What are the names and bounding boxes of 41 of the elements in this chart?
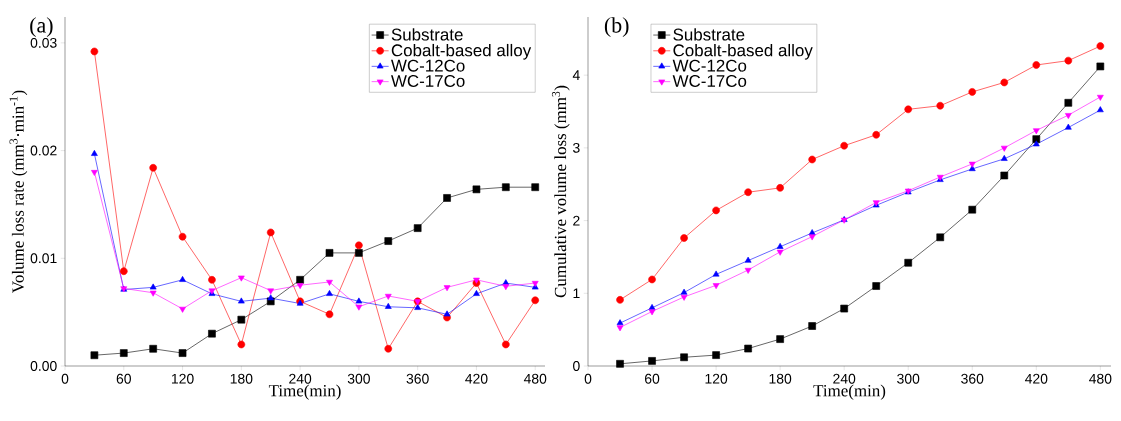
text: (a) — [30, 17, 53, 38]
legend-label: Substrate — [673, 28, 745, 41]
y-tick-label: 1 — [573, 288, 580, 299]
y-tick-label: 0.00 — [30, 361, 57, 371]
x-tick-label: 240 — [289, 373, 312, 384]
x-tick-label: 360 — [406, 373, 429, 384]
x-tick-label: 0 — [584, 373, 592, 384]
y-tick-label: 0.02 — [30, 145, 57, 156]
legend-label: Cobalt-based alloy — [391, 43, 532, 60]
y-tick-label: 0.03 — [30, 37, 57, 48]
y-axis-title: Cumulative volume loss (mm$^{3}$) — [551, 85, 570, 298]
x-tick-label: 120 — [171, 373, 194, 384]
annotation: (b) — [604, 17, 629, 38]
x-axis-title: Time(min) — [813, 384, 886, 400]
x-tick-label: 480 — [1089, 373, 1112, 384]
x-tick-label: 60 — [116, 373, 131, 384]
y-tick-label: 0 — [573, 361, 580, 371]
x-tick-label: 300 — [897, 373, 920, 384]
x-tick-label: 300 — [347, 373, 370, 384]
legend-label: WC-17Co — [672, 74, 747, 87]
y-tick-label: 3 — [573, 142, 580, 153]
x-tick-label: 420 — [465, 373, 488, 384]
y-tick-label: 4 — [572, 70, 580, 80]
x-tick-label: 180 — [769, 373, 792, 384]
x-tick-label: 240 — [833, 373, 856, 384]
legend-label: Cobalt-based alloy — [673, 43, 813, 60]
x-tick-label: 480 — [523, 373, 547, 384]
x-tick-label: 120 — [705, 373, 728, 384]
x-tick-label: 420 — [1024, 373, 1048, 384]
y-tick-label: 0.01 — [30, 253, 57, 264]
legend-label: WC-17Co — [391, 74, 465, 87]
x-tick-label: 60 — [645, 373, 660, 384]
y-axis-title: Volume loss rate (mm$^{3}$·min$^{-1}$) — [9, 90, 28, 293]
legend-label: Substrate — [391, 28, 463, 41]
x-tick-label: 0 — [61, 373, 69, 384]
legend-label: WC-12Co — [391, 59, 465, 72]
x-tick-label: 360 — [961, 373, 984, 384]
x-axis-title: Time(min) — [268, 384, 341, 400]
legend-label: WC-12Co — [672, 59, 747, 72]
y-tick-label: 2 — [573, 215, 580, 226]
x-tick-label: 180 — [230, 373, 253, 384]
